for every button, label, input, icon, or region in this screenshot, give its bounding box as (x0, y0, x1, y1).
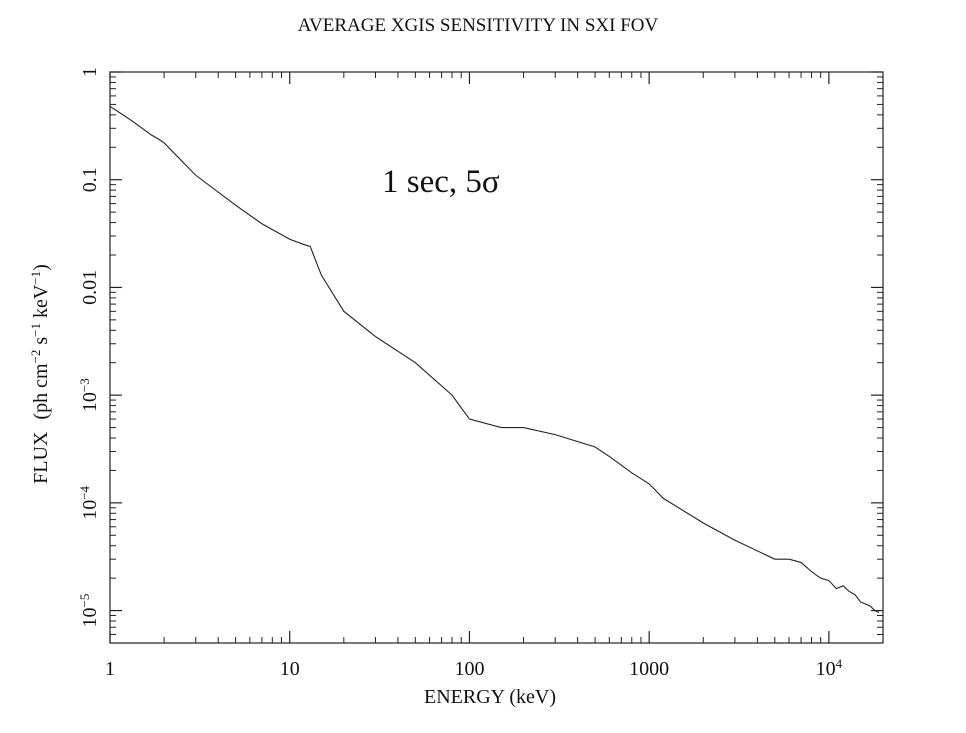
tick-labels: 1 10 100 1000 104 1 0.1 0.01 10−3 10−4 10−5 (77, 67, 843, 680)
x-tick-label: 1000 (629, 658, 669, 680)
y-tick-label: 10−3 (77, 378, 102, 412)
x-tick-label: 100 (454, 658, 484, 680)
sensitivity-line (109, 105, 880, 613)
x-axis-label: ENERGY (keV) (424, 686, 556, 708)
y-tick-label: 10−5 (77, 594, 102, 628)
minor-ticks (110, 72, 884, 643)
y-tick-label: 1 (79, 67, 101, 77)
x-tick-label: 104 (816, 656, 843, 681)
plot-frame (109, 71, 884, 644)
chart-title: AVERAGE XGIS SENSITIVITY IN SXI FOV (298, 15, 659, 36)
y-tick-label: 0.1 (79, 167, 101, 192)
annotation-text: 1 sec, 5σ (382, 164, 500, 200)
x-tick-label: 10 (280, 658, 300, 680)
y-axis-label: FLUX(ph cm−2 s−1 keV−1) (28, 264, 53, 484)
major-ticks (109, 71, 883, 643)
x-tick-label: 1 (105, 658, 115, 680)
y-tick-label: 0.01 (79, 270, 101, 305)
y-tick-label: 10−4 (77, 485, 102, 519)
